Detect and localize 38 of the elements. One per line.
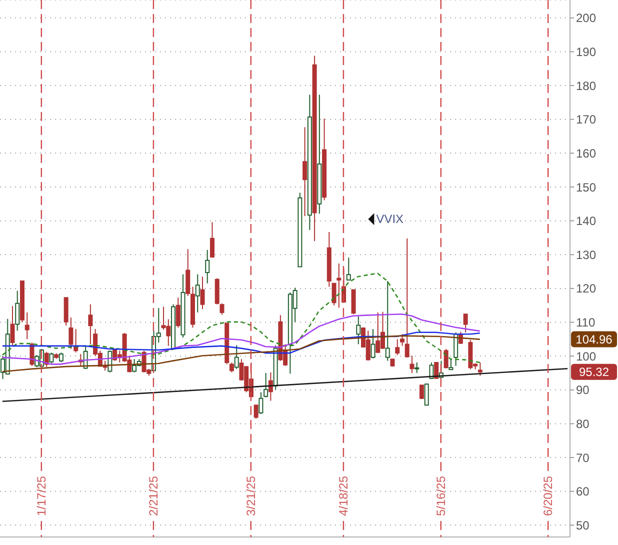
y-tick-label: 150 (576, 180, 596, 194)
y-tick-label: 100 (576, 349, 596, 364)
annotation: VVIX (376, 212, 404, 226)
y-tick-label: 70 (576, 450, 590, 465)
candlestick (326, 231, 332, 288)
y-tick-label: 190 (576, 45, 596, 59)
y-tick-label: 160 (576, 146, 596, 160)
candlestick (195, 274, 200, 313)
y-tick-label: 120 (576, 282, 596, 296)
y-tick-label: 90 (576, 383, 590, 398)
candlestick (317, 94, 322, 214)
y-tick-label: 50 (576, 518, 590, 532)
y-tick-label: 140 (576, 214, 596, 228)
text: 104.96 (576, 332, 613, 346)
x-tick-label: 2/21/25 (146, 476, 160, 516)
y-tick-label: 130 (576, 248, 596, 262)
candlestick (312, 55, 317, 242)
candlestick (24, 312, 30, 340)
y-tick-label: 200 (576, 11, 596, 26)
line-series (2, 335, 481, 372)
y-tick-label: 110 (576, 316, 596, 330)
y-tick-label: 60 (576, 484, 590, 499)
x-tick-label: 3/21/25 (244, 476, 258, 516)
y-tick-label: 170 (576, 112, 596, 127)
candlestick (356, 316, 361, 345)
x-tick-label: 4/18/25 (336, 476, 350, 516)
y-tick-label: 80 (576, 416, 590, 431)
candlestick (336, 262, 342, 308)
candlestick (205, 249, 210, 284)
candlestick (302, 126, 308, 217)
text: 95.32 (578, 364, 610, 379)
candlestick (88, 304, 93, 345)
line-series (2, 272, 481, 364)
y-tick-label: 180 (576, 78, 596, 93)
x-tick-label: 1/17/25 (34, 476, 48, 516)
x-tick-label: 5/16/25 (434, 476, 448, 516)
x-tick-label: 6/20/25 (541, 476, 556, 516)
candlestick (307, 94, 312, 230)
